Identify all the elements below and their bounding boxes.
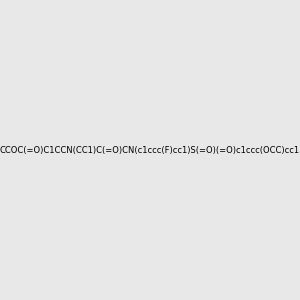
Text: CCOC(=O)C1CCN(CC1)C(=O)CN(c1ccc(F)cc1)S(=O)(=O)c1ccc(OCC)cc1: CCOC(=O)C1CCN(CC1)C(=O)CN(c1ccc(F)cc1)S(… [0, 146, 300, 154]
